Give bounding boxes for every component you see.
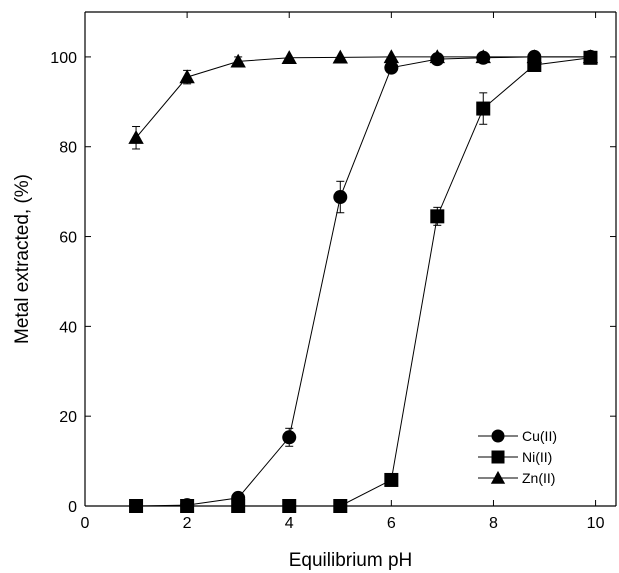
plot-series xyxy=(128,49,599,513)
x-tick-label: 6 xyxy=(387,515,396,532)
y-tick-label: 60 xyxy=(59,230,77,247)
y-tick-label: 20 xyxy=(59,409,77,426)
y-tick-label: 40 xyxy=(59,319,77,336)
data-point-square xyxy=(333,499,348,513)
x-tick-label: 4 xyxy=(285,515,294,532)
legend-marker-square xyxy=(491,450,505,464)
series-triangle xyxy=(128,49,599,150)
legend-marker-triangle xyxy=(490,470,506,484)
data-point-square xyxy=(180,499,195,513)
data-point-circle xyxy=(384,60,399,75)
data-point-square xyxy=(282,499,297,513)
data-point-circle xyxy=(333,190,348,205)
series-line-triangle xyxy=(135,56,591,139)
data-point-square xyxy=(384,472,399,487)
data-point-triangle xyxy=(475,49,491,64)
data-point-triangle xyxy=(526,49,543,64)
data-point-triangle xyxy=(230,53,246,68)
data-point-triangle xyxy=(281,50,297,64)
x-axis-label: Equilibrium pH xyxy=(289,550,413,571)
data-point-square xyxy=(129,499,144,513)
data-point-triangle xyxy=(582,49,599,64)
y-tick-label: 0 xyxy=(68,499,77,516)
data-point-triangle xyxy=(332,49,348,64)
data-point-triangle xyxy=(128,130,144,144)
x-tick-label: 8 xyxy=(489,515,498,532)
data-point-square xyxy=(231,499,246,513)
legend: Cu(II) Ni(II) Zn(II) xyxy=(478,428,557,486)
data-point-triangle xyxy=(383,49,400,64)
y-axis-label: Metal extracted, (%) xyxy=(12,174,33,344)
legend-label-circle: Cu(II) xyxy=(522,428,557,444)
x-tick-label: 0 xyxy=(81,515,90,532)
series-line-square xyxy=(136,57,591,507)
data-point-square xyxy=(476,101,491,116)
legend-label-square: Ni(II) xyxy=(522,449,552,465)
legend-marker-circle xyxy=(491,429,505,443)
data-point-square xyxy=(430,209,445,224)
legend-label-triangle: Zn(II) xyxy=(522,470,555,486)
x-tick-label: 2 xyxy=(183,515,192,532)
x-tick-label: 10 xyxy=(587,515,605,532)
y-tick-label: 100 xyxy=(50,50,77,67)
data-point-circle xyxy=(282,430,297,445)
data-point-triangle xyxy=(179,69,195,84)
data-point-triangle xyxy=(429,49,445,64)
y-tick-label: 80 xyxy=(59,140,77,157)
